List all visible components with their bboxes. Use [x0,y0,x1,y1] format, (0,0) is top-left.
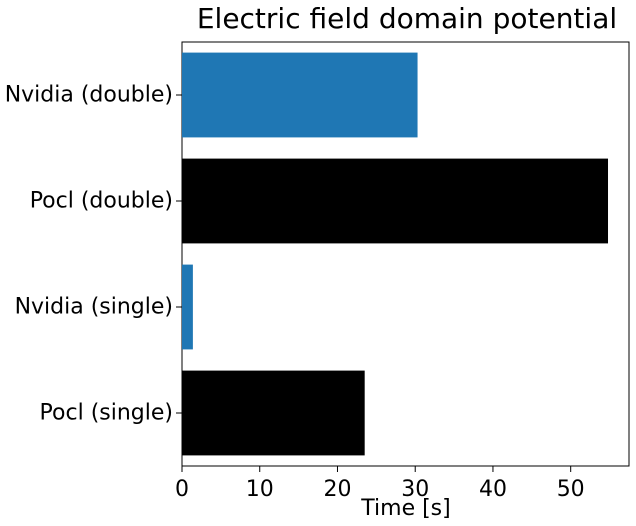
chart-title: Electric field domain potential [197,2,617,35]
x-tick-label: 50 [557,477,585,502]
y-tick-label: Nvidia (double) [5,83,173,108]
y-tick-label: Pocl (double) [30,189,173,214]
bar-2 [182,264,193,350]
x-tick-label: 10 [246,477,274,502]
x-tick-label: 40 [479,477,507,502]
x-tick-label: 20 [323,477,351,502]
bar-3 [182,370,365,456]
plot-area [181,41,630,467]
bar-1 [182,158,609,244]
x-axis-label: Time [s] [360,496,450,521]
bars [182,52,609,456]
x-tick-label: 30 [401,477,429,502]
plot-frame [181,41,630,467]
x-axis: 0 10 20 30 40 50 [175,466,585,502]
y-tick-label: Nvidia (single) [15,295,173,320]
y-axis: Nvidia (double) Pocl (double) Nvidia (sing… [5,83,182,426]
bar-0 [182,52,418,138]
x-tick-label: 0 [175,477,189,502]
y-tick-label: Pocl (single) [40,401,173,426]
